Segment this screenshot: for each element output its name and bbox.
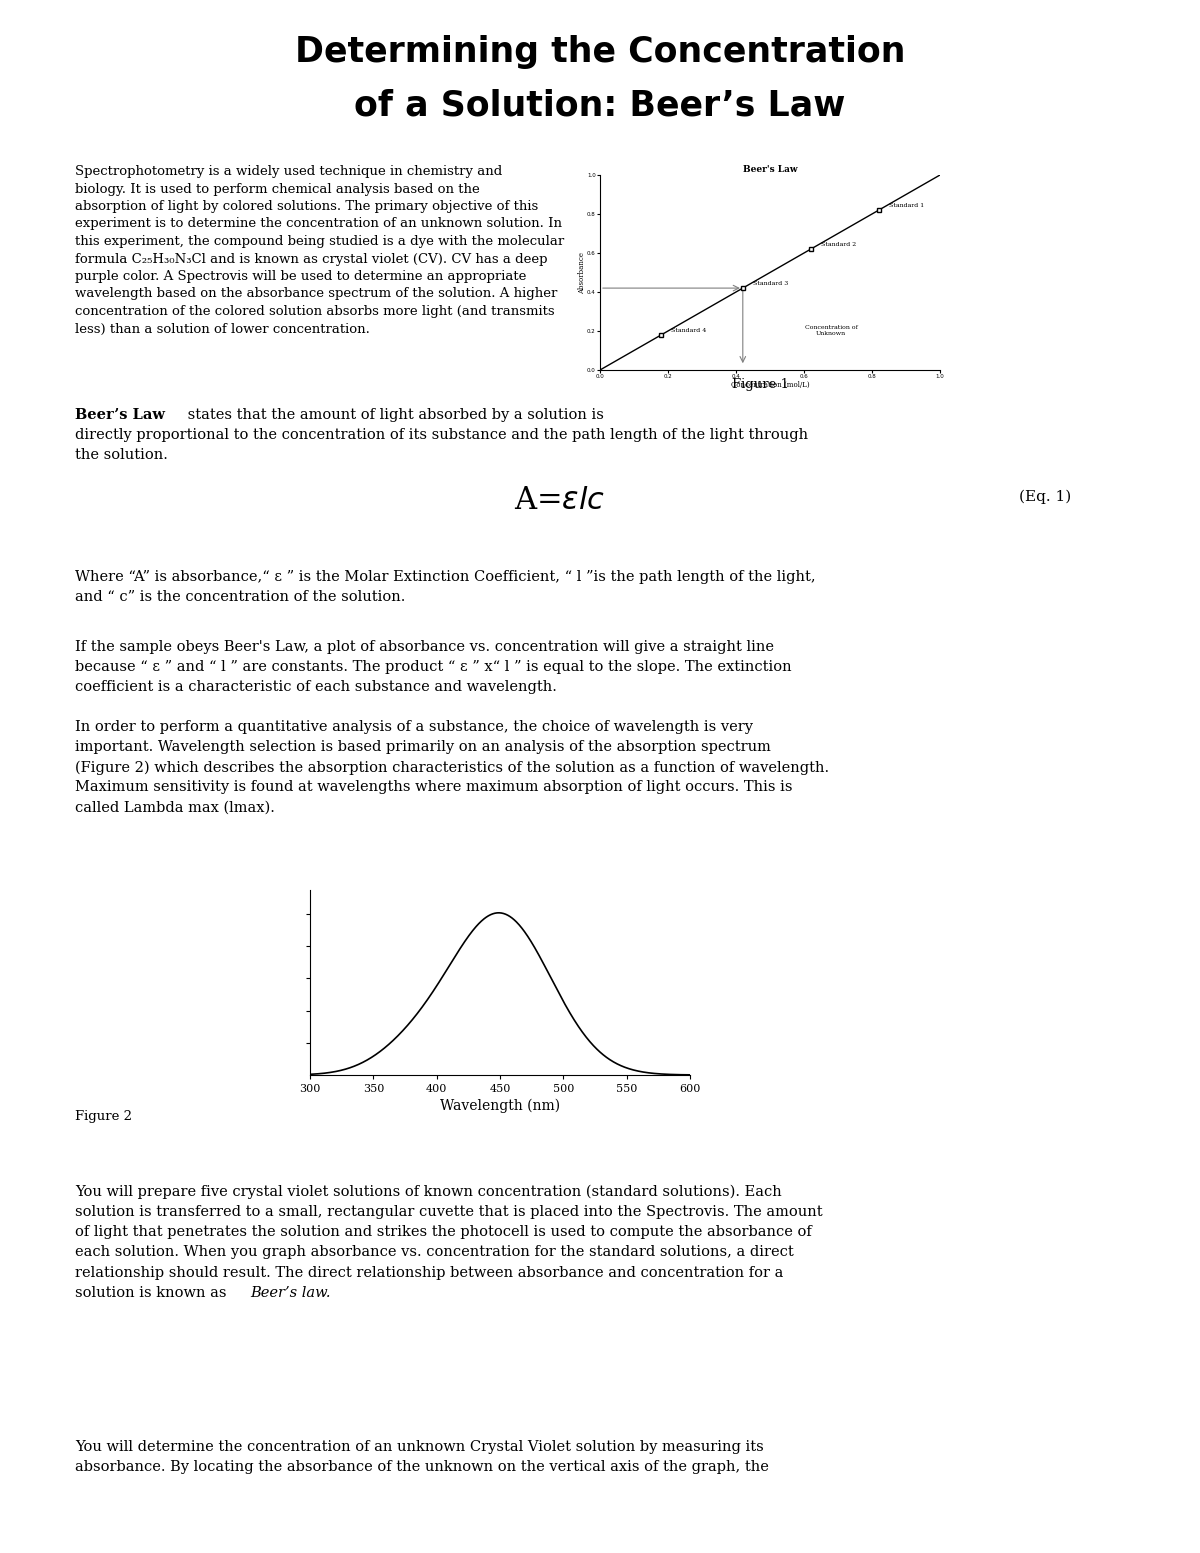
Text: A=$\mathit{\varepsilon}$$\mathit{l}$$\mathit{c}$: A=$\mathit{\varepsilon}$$\mathit{l}$$\ma… [515,485,606,516]
Text: important. Wavelength selection is based primarily on an analysis of the absorpt: important. Wavelength selection is based… [74,741,770,755]
Text: Maximum sensitivity is found at wavelengths where maximum absorption of light oc: Maximum sensitivity is found at waveleng… [74,780,792,795]
Text: Standard 4: Standard 4 [672,328,707,332]
Text: directly proportional to the concentration of its substance and the path length : directly proportional to the concentrati… [74,429,808,443]
Y-axis label: Absorbance: Absorbance [577,252,586,294]
Text: each solution. When you graph absorbance vs. concentration for the standard solu: each solution. When you graph absorbance… [74,1246,793,1259]
Text: Determining the Concentration: Determining the Concentration [295,36,905,68]
Text: biology. It is used to perform chemical analysis based on the: biology. It is used to perform chemical … [74,183,480,196]
Text: Standard 1: Standard 1 [889,203,924,208]
Text: the solution.: the solution. [74,449,168,463]
Text: Where “A” is absorbance,“ ε ” is the Molar Extinction Coefficient, “ l ”is the p: Where “A” is absorbance,“ ε ” is the Mol… [74,570,816,584]
X-axis label: Wavelength (nm): Wavelength (nm) [440,1098,560,1112]
Text: coefficient is a characteristic of each substance and wavelength.: coefficient is a characteristic of each … [74,680,557,694]
Text: and “ c” is the concentration of the solution.: and “ c” is the concentration of the sol… [74,590,406,604]
Text: experiment is to determine the concentration of an unknown solution. In: experiment is to determine the concentra… [74,217,562,230]
Text: In order to perform a quantitative analysis of a substance, the choice of wavele: In order to perform a quantitative analy… [74,721,754,735]
X-axis label: Concentration (mol/L): Concentration (mol/L) [731,380,809,388]
Text: absorbance. By locating the absorbance of the unknown on the vertical axis of th: absorbance. By locating the absorbance o… [74,1460,769,1474]
Text: If the sample obeys Beer's Law, a plot of absorbance vs. concentration will give: If the sample obeys Beer's Law, a plot o… [74,640,774,654]
Text: relationship should result. The direct relationship between absorbance and conce: relationship should result. The direct r… [74,1266,784,1280]
Text: of a Solution: Beer’s Law: of a Solution: Beer’s Law [354,89,846,123]
Text: purple color. A Spectrovis will be used to determine an appropriate: purple color. A Spectrovis will be used … [74,270,527,283]
Text: concentration of the colored solution absorbs more light (and transmits: concentration of the colored solution ab… [74,304,554,318]
Text: of light that penetrates the solution and strikes the photocell is used to compu: of light that penetrates the solution an… [74,1225,811,1239]
Text: wavelength based on the absorbance spectrum of the solution. A higher: wavelength based on the absorbance spect… [74,287,557,300]
Text: (Eq. 1): (Eq. 1) [1019,491,1072,505]
Text: absorption of light by colored solutions. The primary objective of this: absorption of light by colored solutions… [74,200,539,213]
Text: Beer’s Law: Beer’s Law [74,408,166,422]
Text: Concentration of
Unknown: Concentration of Unknown [805,325,858,335]
Text: this experiment, the compound being studied is a dye with the molecular: this experiment, the compound being stud… [74,235,564,248]
Text: You will prepare five crystal violet solutions of known concentration (standard : You will prepare five crystal violet sol… [74,1185,781,1199]
Text: Standard 3: Standard 3 [754,281,788,286]
Text: solution is transferred to a small, rectangular cuvette that is placed into the : solution is transferred to a small, rect… [74,1205,823,1219]
Text: states that the amount of light absorbed by a solution is: states that the amount of light absorbed… [182,408,604,422]
Text: solution is known as: solution is known as [74,1286,232,1300]
Text: less) than a solution of lower concentration.: less) than a solution of lower concentra… [74,323,370,335]
Text: Figure 1: Figure 1 [732,377,788,391]
Text: (Figure 2) which describes the absorption characteristics of the solution as a f: (Figure 2) which describes the absorptio… [74,761,829,775]
Text: called Lambda max (lmax).: called Lambda max (lmax). [74,800,275,814]
Text: Spectrophotometry is a widely used technique in chemistry and: Spectrophotometry is a widely used techn… [74,165,503,179]
Text: because “ ε ” and “ l ” are constants. The product “ ε ” x“ l ” is equal to the : because “ ε ” and “ l ” are constants. T… [74,660,792,674]
Text: formula C₂₅H₃₀N₃Cl and is known as crystal violet (CV). CV has a deep: formula C₂₅H₃₀N₃Cl and is known as cryst… [74,253,547,266]
Text: Beer’s law.: Beer’s law. [250,1286,330,1300]
Text: Standard 2: Standard 2 [821,242,857,247]
Text: You will determine the concentration of an unknown Crystal Violet solution by me: You will determine the concentration of … [74,1440,763,1454]
Title: Beer's Law: Beer's Law [743,165,797,174]
Text: Figure 2: Figure 2 [74,1110,132,1123]
